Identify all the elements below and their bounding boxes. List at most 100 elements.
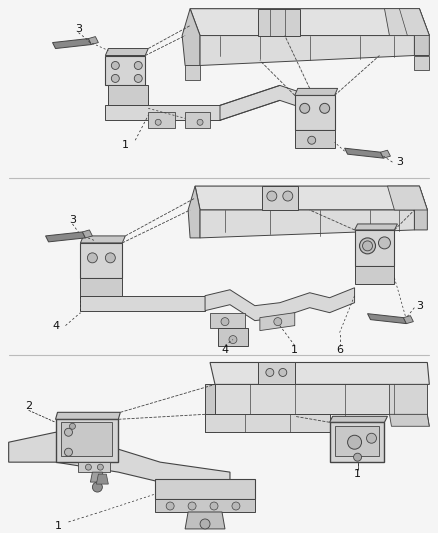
- Polygon shape: [185, 66, 200, 80]
- Text: 4: 4: [222, 344, 229, 354]
- Polygon shape: [81, 296, 205, 311]
- Polygon shape: [215, 384, 427, 414]
- Polygon shape: [56, 419, 118, 462]
- Polygon shape: [81, 236, 125, 243]
- Polygon shape: [210, 362, 429, 384]
- Circle shape: [111, 61, 119, 69]
- Polygon shape: [205, 384, 215, 432]
- Polygon shape: [106, 49, 148, 55]
- Polygon shape: [220, 85, 310, 120]
- Polygon shape: [78, 462, 110, 472]
- Polygon shape: [367, 313, 406, 324]
- Circle shape: [300, 103, 310, 114]
- Circle shape: [64, 448, 72, 456]
- Circle shape: [353, 453, 361, 461]
- Circle shape: [267, 191, 277, 201]
- Circle shape: [155, 119, 161, 125]
- Polygon shape: [106, 55, 145, 85]
- Polygon shape: [190, 9, 429, 36]
- Circle shape: [308, 136, 316, 144]
- Text: 1: 1: [122, 140, 129, 150]
- Text: 6: 6: [336, 344, 343, 354]
- Polygon shape: [260, 313, 295, 330]
- Circle shape: [320, 103, 330, 114]
- Polygon shape: [210, 313, 245, 328]
- Circle shape: [221, 318, 229, 326]
- Polygon shape: [106, 106, 220, 120]
- Polygon shape: [385, 9, 429, 36]
- Polygon shape: [90, 472, 104, 482]
- Bar: [60, 422, 112, 456]
- Circle shape: [64, 429, 72, 436]
- Circle shape: [106, 253, 115, 263]
- Polygon shape: [81, 243, 122, 278]
- Polygon shape: [188, 186, 200, 238]
- Polygon shape: [205, 288, 355, 321]
- Polygon shape: [295, 88, 338, 95]
- Text: 3: 3: [396, 157, 403, 167]
- Polygon shape: [330, 416, 388, 422]
- Polygon shape: [295, 130, 335, 148]
- Circle shape: [92, 482, 102, 492]
- Polygon shape: [414, 55, 429, 70]
- Circle shape: [210, 502, 218, 510]
- Circle shape: [378, 237, 390, 249]
- Polygon shape: [148, 112, 175, 128]
- Polygon shape: [96, 474, 108, 484]
- Text: 3: 3: [416, 301, 423, 311]
- Polygon shape: [295, 95, 335, 130]
- Circle shape: [200, 519, 210, 529]
- Circle shape: [97, 464, 103, 470]
- Polygon shape: [355, 224, 397, 230]
- Polygon shape: [185, 512, 225, 529]
- Polygon shape: [389, 384, 427, 414]
- Polygon shape: [56, 413, 120, 419]
- Circle shape: [111, 75, 119, 83]
- Polygon shape: [155, 499, 255, 512]
- Circle shape: [85, 464, 92, 470]
- Circle shape: [348, 435, 361, 449]
- Polygon shape: [88, 37, 99, 45]
- Circle shape: [197, 119, 203, 125]
- Polygon shape: [414, 9, 429, 55]
- Polygon shape: [330, 422, 385, 462]
- Polygon shape: [381, 150, 390, 158]
- Circle shape: [166, 502, 174, 510]
- Circle shape: [367, 433, 377, 443]
- Polygon shape: [200, 210, 414, 238]
- Circle shape: [88, 253, 97, 263]
- Text: 1: 1: [354, 469, 361, 479]
- Polygon shape: [182, 9, 200, 66]
- Circle shape: [134, 75, 142, 83]
- Polygon shape: [108, 85, 148, 106]
- Text: 2: 2: [25, 401, 32, 411]
- Polygon shape: [200, 36, 414, 66]
- Circle shape: [266, 368, 274, 376]
- Polygon shape: [218, 328, 248, 345]
- Text: 1: 1: [55, 521, 62, 531]
- Polygon shape: [258, 362, 295, 384]
- Polygon shape: [355, 230, 395, 266]
- Polygon shape: [9, 432, 230, 492]
- Circle shape: [188, 502, 196, 510]
- Text: 3: 3: [69, 215, 76, 225]
- Polygon shape: [414, 186, 427, 230]
- Polygon shape: [81, 278, 122, 296]
- Bar: [335, 426, 379, 456]
- Circle shape: [283, 191, 293, 201]
- Polygon shape: [355, 266, 395, 284]
- Circle shape: [363, 241, 372, 251]
- Polygon shape: [403, 316, 413, 324]
- Circle shape: [232, 502, 240, 510]
- Circle shape: [70, 423, 75, 429]
- Circle shape: [134, 61, 142, 69]
- Polygon shape: [262, 186, 298, 210]
- Text: 1: 1: [291, 344, 298, 354]
- Text: 3: 3: [75, 23, 82, 34]
- Polygon shape: [185, 112, 210, 128]
- Circle shape: [229, 336, 237, 344]
- Polygon shape: [53, 38, 92, 49]
- Circle shape: [274, 318, 282, 326]
- Text: 4: 4: [52, 321, 59, 330]
- Polygon shape: [155, 479, 255, 499]
